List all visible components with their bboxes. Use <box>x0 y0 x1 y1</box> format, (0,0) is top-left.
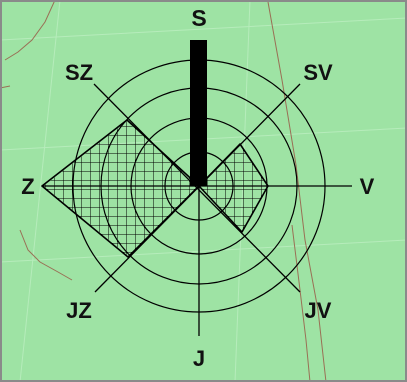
north-frequency-bar <box>190 40 207 186</box>
contour-line <box>291 224 311 382</box>
contour-line <box>4 0 56 61</box>
label-northwest: SZ <box>65 60 93 85</box>
contour-line <box>19 229 73 281</box>
label-north: S <box>191 5 206 31</box>
label-west: Z <box>21 174 34 199</box>
label-east: V <box>360 174 375 199</box>
label-southeast: JV <box>305 298 332 323</box>
contour-line <box>267 1 327 382</box>
axis-ne-sw <box>94 83 301 293</box>
label-south: J <box>193 346 205 371</box>
label-southwest: JZ <box>66 298 92 323</box>
label-northeast: SV <box>303 60 333 85</box>
contour-lines <box>0 0 327 382</box>
